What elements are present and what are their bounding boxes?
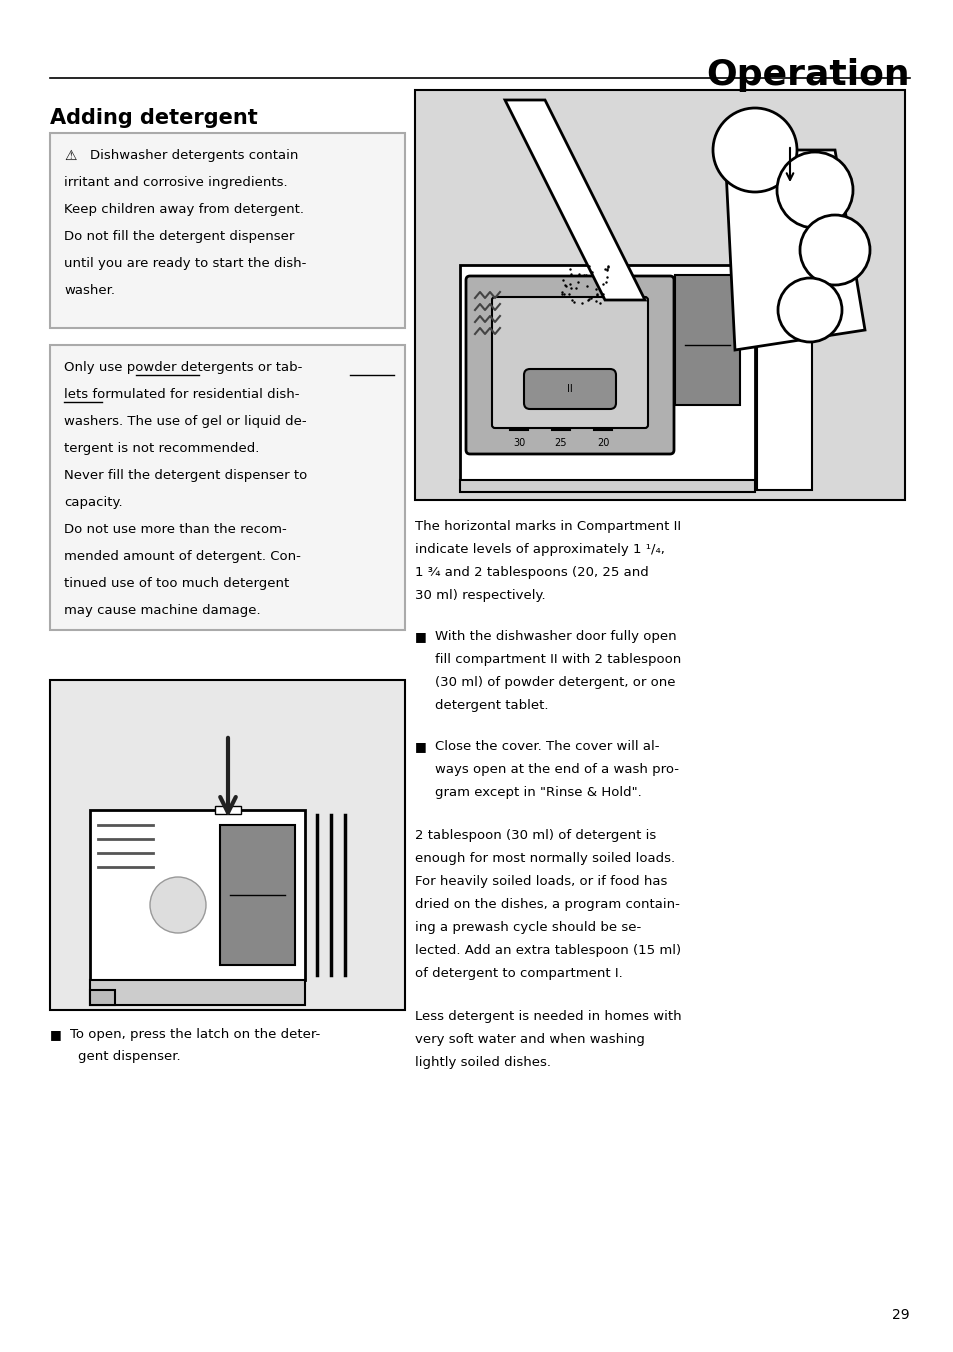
Text: ■: ■ [415, 740, 426, 753]
Text: very soft water and when washing: very soft water and when washing [415, 1033, 644, 1046]
Text: 1 ¾ and 2 tablespoons (20, 25 and: 1 ¾ and 2 tablespoons (20, 25 and [415, 566, 648, 579]
Bar [675, 274, 740, 406]
Text: Dishwasher detergents contain: Dishwasher detergents contain [90, 149, 298, 162]
Bar [459, 480, 754, 492]
Text: irritant and corrosive ingredients.: irritant and corrosive ingredients. [64, 176, 287, 189]
Bar [214, 806, 241, 814]
Text: mended amount of detergent. Con-: mended amount of detergent. Con- [64, 550, 300, 562]
Text: washers. The use of gel or liquid de-: washers. The use of gel or liquid de- [64, 415, 306, 429]
Text: 29: 29 [891, 1307, 909, 1322]
Text: gent dispenser.: gent dispenser. [78, 1051, 180, 1063]
Text: Keep children away from detergent.: Keep children away from detergent. [64, 203, 304, 216]
Text: dried on the dishes, a program contain-: dried on the dishes, a program contain- [415, 898, 679, 911]
FancyBboxPatch shape [465, 276, 673, 454]
Text: washer.: washer. [64, 284, 115, 297]
Circle shape [150, 877, 206, 933]
Text: Adding detergent: Adding detergent [50, 108, 257, 128]
Text: detergent tablet.: detergent tablet. [435, 699, 548, 713]
Bar [90, 980, 305, 1005]
Bar [459, 265, 754, 480]
Text: 2 tablespoon (30 ml) of detergent is: 2 tablespoon (30 ml) of detergent is [415, 829, 656, 842]
Text: capacity.: capacity. [64, 496, 123, 508]
Text: lightly soiled dishes.: lightly soiled dishes. [415, 1056, 551, 1069]
Text: lected. Add an extra tablespoon (15 ml): lected. Add an extra tablespoon (15 ml) [415, 944, 680, 957]
Text: 30 ml) respectively.: 30 ml) respectively. [415, 589, 545, 602]
Text: tergent is not recommended.: tergent is not recommended. [64, 442, 259, 456]
Text: The horizontal marks in Compartment II: The horizontal marks in Compartment II [415, 521, 680, 533]
Text: With the dishwasher door fully open: With the dishwasher door fully open [435, 630, 676, 644]
FancyBboxPatch shape [492, 297, 647, 429]
Text: 30: 30 [513, 438, 524, 448]
Text: For heavily soiled loads, or if food has: For heavily soiled loads, or if food has [415, 875, 667, 888]
Polygon shape [724, 150, 864, 350]
Text: ⚠: ⚠ [64, 149, 76, 164]
Bar [90, 810, 305, 980]
Text: Do not use more than the recom-: Do not use more than the recom- [64, 523, 287, 535]
Text: may cause machine damage.: may cause machine damage. [64, 604, 260, 617]
Text: 20: 20 [597, 438, 609, 448]
Bar [220, 825, 294, 965]
Text: Less detergent is needed in homes with: Less detergent is needed in homes with [415, 1010, 680, 1023]
FancyBboxPatch shape [523, 369, 616, 410]
Text: 25: 25 [554, 438, 567, 448]
Text: ing a prewash cycle should be se-: ing a prewash cycle should be se- [415, 921, 640, 934]
Bar [415, 91, 904, 500]
Bar [757, 256, 811, 489]
Text: Close the cover. The cover will al-: Close the cover. The cover will al- [435, 740, 659, 753]
Text: Only use powder detergents or tab-: Only use powder detergents or tab- [64, 361, 302, 375]
Text: fill compartment II with 2 tablespoon: fill compartment II with 2 tablespoon [435, 653, 680, 667]
Bar [50, 132, 405, 329]
Text: ■: ■ [50, 1028, 62, 1041]
Text: To open, press the latch on the deter-: To open, press the latch on the deter- [70, 1028, 320, 1041]
Text: Never fill the detergent dispenser to: Never fill the detergent dispenser to [64, 469, 307, 483]
Text: ■: ■ [415, 630, 426, 644]
Circle shape [778, 279, 841, 342]
Circle shape [776, 151, 852, 228]
Bar [50, 345, 405, 630]
Polygon shape [504, 100, 644, 300]
Text: of detergent to compartment I.: of detergent to compartment I. [415, 967, 622, 980]
Text: gram except in "Rinse & Hold".: gram except in "Rinse & Hold". [435, 786, 641, 799]
Text: enough for most normally soiled loads.: enough for most normally soiled loads. [415, 852, 675, 865]
Text: (30 ml) of powder detergent, or one: (30 ml) of powder detergent, or one [435, 676, 675, 690]
Text: Do not fill the detergent dispenser: Do not fill the detergent dispenser [64, 230, 294, 243]
Circle shape [712, 108, 796, 192]
Text: II: II [566, 384, 572, 393]
Text: tinued use of too much detergent: tinued use of too much detergent [64, 577, 289, 589]
Bar [50, 680, 405, 1010]
Text: until you are ready to start the dish-: until you are ready to start the dish- [64, 257, 306, 270]
Text: Operation: Operation [705, 58, 909, 92]
Bar [90, 990, 115, 1005]
Text: indicate levels of approximately 1 ¹/₄,: indicate levels of approximately 1 ¹/₄, [415, 544, 664, 556]
Text: lets formulated for residential dish-: lets formulated for residential dish- [64, 388, 299, 402]
Text: ways open at the end of a wash pro-: ways open at the end of a wash pro- [435, 763, 679, 776]
Circle shape [800, 215, 869, 285]
